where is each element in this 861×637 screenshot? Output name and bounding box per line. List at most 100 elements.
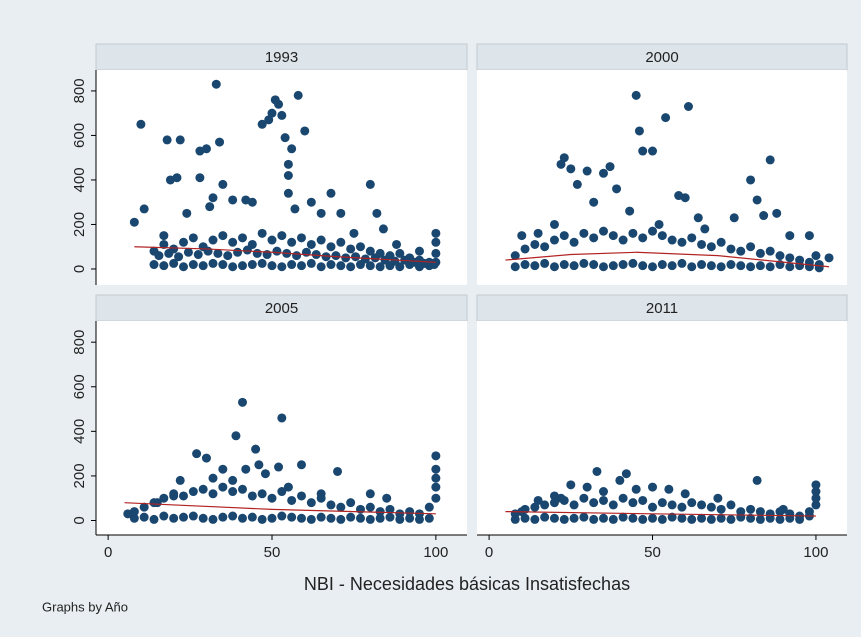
point xyxy=(736,246,746,256)
point xyxy=(510,262,520,272)
point xyxy=(277,110,287,120)
y-tick-label: 400 xyxy=(71,419,88,444)
point xyxy=(139,204,149,214)
point xyxy=(218,512,228,522)
point xyxy=(697,500,707,510)
point xyxy=(566,164,576,174)
point xyxy=(795,255,805,265)
point xyxy=(549,235,559,245)
fit-line xyxy=(505,251,830,268)
point xyxy=(569,500,579,510)
fit-line xyxy=(505,510,816,517)
point xyxy=(566,480,576,490)
point xyxy=(272,246,282,256)
point xyxy=(316,262,326,272)
panel-header xyxy=(95,43,468,71)
point xyxy=(267,261,277,271)
point xyxy=(700,224,710,234)
point xyxy=(706,261,716,271)
point xyxy=(657,514,667,524)
point xyxy=(598,513,608,523)
point xyxy=(667,261,677,271)
point xyxy=(716,504,726,514)
point xyxy=(164,248,174,258)
point xyxy=(228,237,238,247)
point xyxy=(775,251,785,261)
point xyxy=(237,397,247,407)
point xyxy=(598,262,608,272)
point xyxy=(667,512,677,522)
point xyxy=(264,115,274,125)
point xyxy=(208,193,218,203)
point xyxy=(419,258,429,268)
point xyxy=(693,213,703,223)
point xyxy=(283,159,293,169)
x-tick-label: 50 xyxy=(264,544,281,561)
panel-header xyxy=(95,294,468,322)
point xyxy=(283,188,293,198)
point xyxy=(247,491,257,501)
point xyxy=(726,260,736,270)
point xyxy=(237,484,247,494)
point xyxy=(811,480,821,490)
point xyxy=(556,159,566,169)
point xyxy=(765,246,775,256)
point xyxy=(365,514,375,524)
point xyxy=(628,228,638,238)
point xyxy=(277,262,287,272)
point xyxy=(648,502,658,512)
point xyxy=(638,146,648,156)
point xyxy=(195,173,205,183)
point xyxy=(533,228,543,238)
fit-line xyxy=(134,246,436,263)
point xyxy=(579,228,589,238)
point xyxy=(218,231,228,241)
point xyxy=(736,507,746,517)
point xyxy=(520,513,530,523)
point xyxy=(336,502,346,512)
point xyxy=(746,242,756,252)
point xyxy=(172,173,182,183)
point xyxy=(336,261,346,271)
point xyxy=(351,252,361,262)
point xyxy=(530,502,540,512)
point xyxy=(785,253,795,263)
point xyxy=(431,451,441,461)
point xyxy=(405,513,415,523)
point xyxy=(429,260,439,270)
point xyxy=(726,514,736,524)
point xyxy=(326,500,336,510)
point xyxy=(582,166,592,176)
point xyxy=(706,514,716,524)
point xyxy=(683,102,693,112)
point xyxy=(372,208,382,218)
point xyxy=(785,231,795,241)
point xyxy=(729,213,739,223)
point xyxy=(431,248,441,258)
x-tick-label: 100 xyxy=(803,544,828,561)
point xyxy=(306,498,316,508)
point xyxy=(208,258,218,268)
point xyxy=(687,514,697,524)
point xyxy=(638,261,648,271)
point xyxy=(346,262,356,272)
point xyxy=(628,513,638,523)
point xyxy=(431,464,441,474)
point xyxy=(657,498,667,508)
point xyxy=(765,509,775,519)
point xyxy=(326,242,336,252)
point xyxy=(306,239,316,249)
point xyxy=(755,514,765,524)
point xyxy=(811,487,821,497)
panel-title: 2005 xyxy=(265,300,298,317)
point xyxy=(697,260,707,270)
point xyxy=(431,237,441,247)
point xyxy=(183,247,193,257)
point xyxy=(385,504,395,514)
point xyxy=(169,489,179,499)
point xyxy=(677,502,687,512)
point xyxy=(559,260,569,270)
point xyxy=(716,513,726,523)
point xyxy=(274,99,284,109)
point xyxy=(290,204,300,214)
